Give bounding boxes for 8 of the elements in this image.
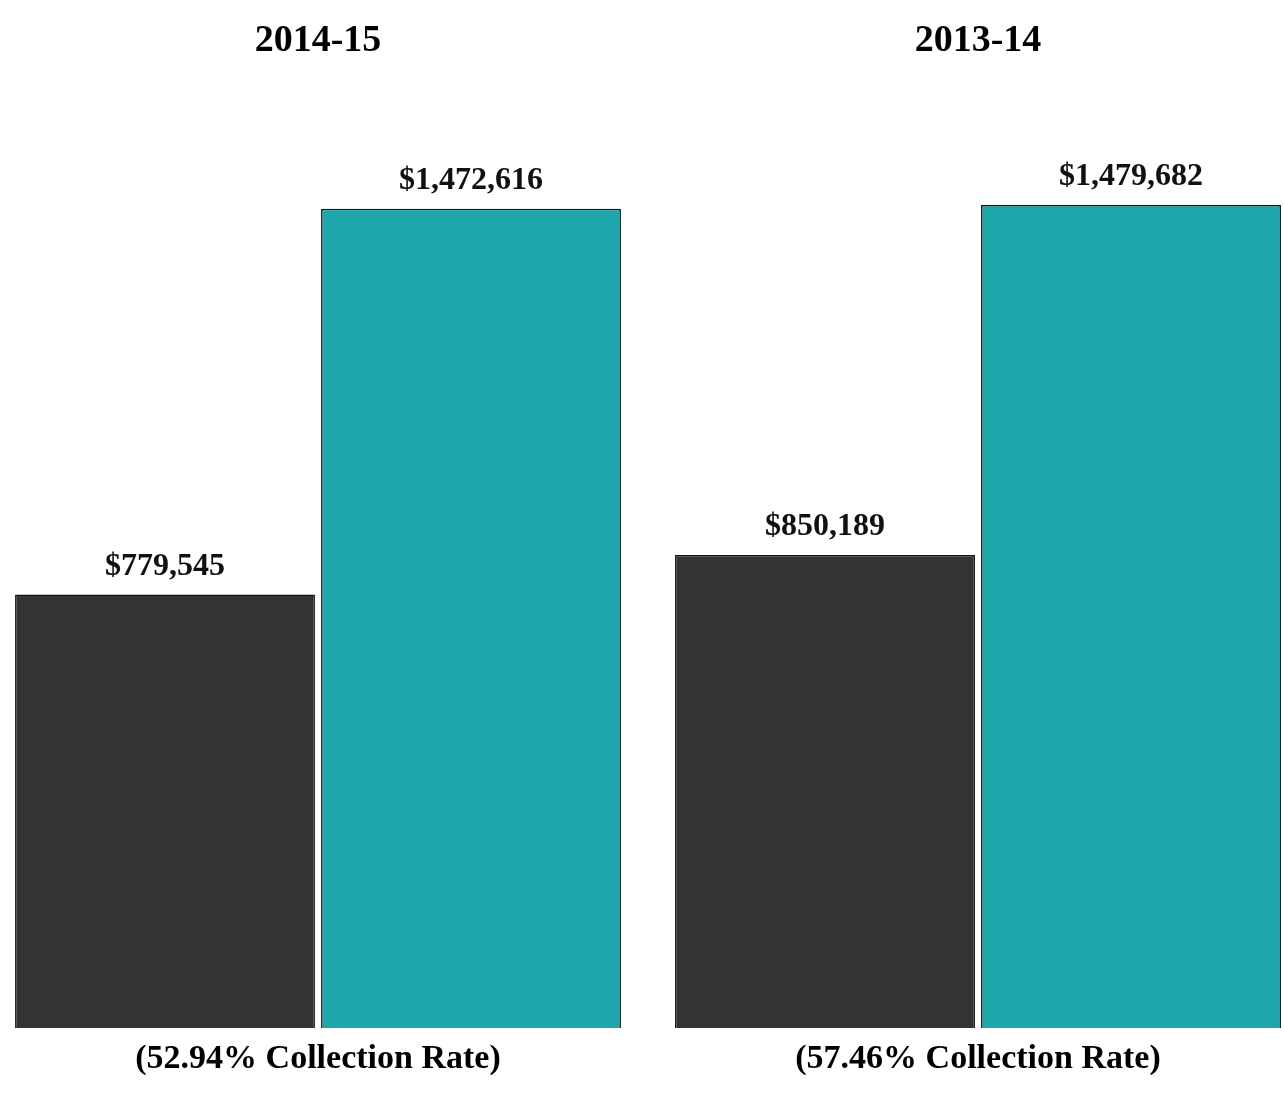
data-label: $779,545 <box>105 545 225 582</box>
text: (57.46% Collection Rate) <box>795 1038 1161 1076</box>
text: (52.94% Collection Rate) <box>135 1038 501 1076</box>
data-label: $850,189 <box>765 506 885 543</box>
chart-title: 2014-15 <box>254 16 382 61</box>
data-label: $1,472,616 <box>399 160 543 197</box>
chart-title: 2013-14 <box>914 16 1042 61</box>
data-label: $1,479,682 <box>1059 156 1203 193</box>
